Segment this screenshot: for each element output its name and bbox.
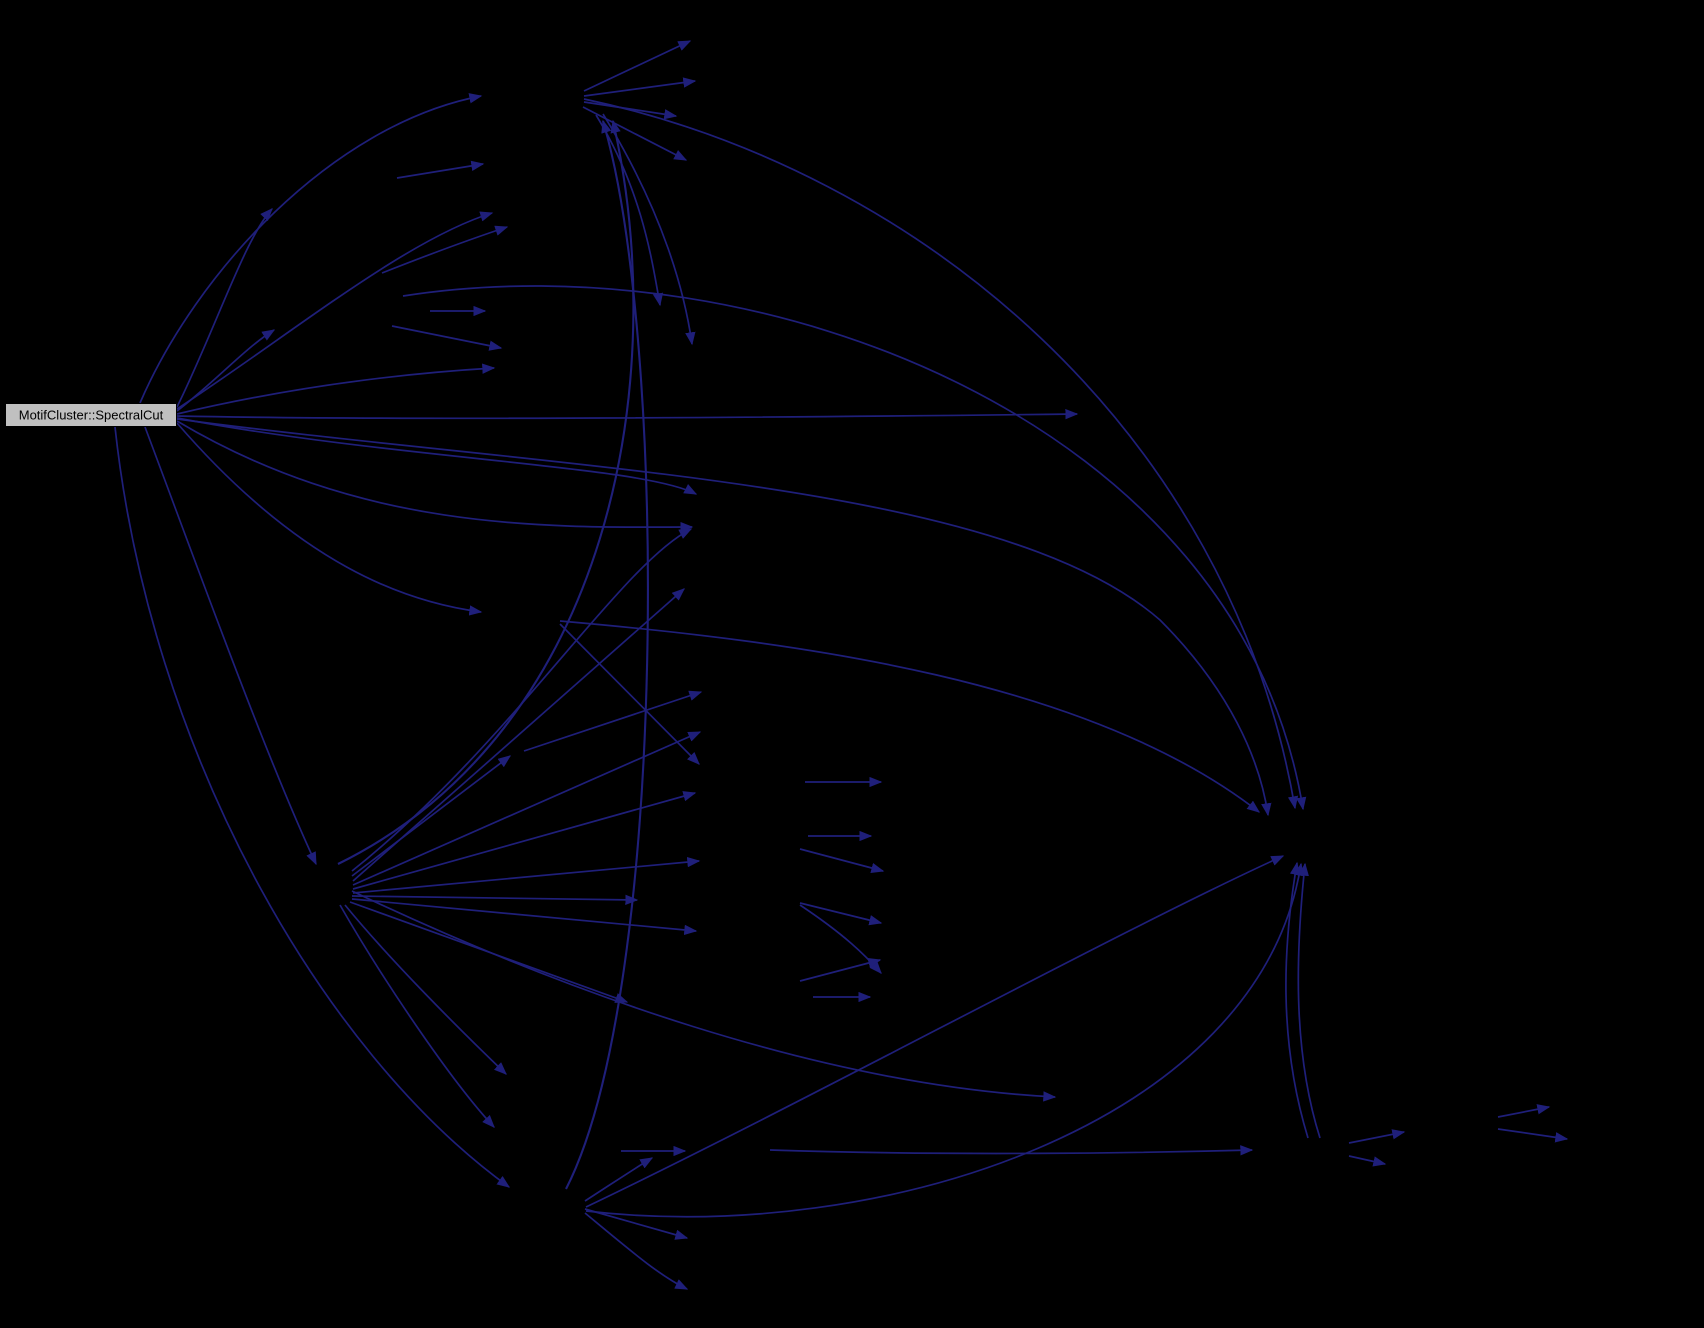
call-edge — [799, 957, 882, 982]
call-edge — [339, 904, 495, 1128]
call-edge — [176, 420, 694, 533]
call-edge — [1285, 861, 1309, 1139]
call-edge — [391, 325, 503, 351]
call-edge — [352, 588, 685, 882]
edge-layer — [114, 40, 1569, 1290]
call-edge — [602, 113, 696, 346]
call-edge — [176, 208, 273, 408]
call-edge — [351, 898, 698, 936]
call-edge — [585, 862, 1305, 1218]
call-edge — [1497, 1104, 1551, 1118]
call-edge — [565, 119, 649, 1190]
call-edge — [1297, 862, 1321, 1139]
call-edge — [582, 106, 688, 161]
call-edge — [583, 77, 697, 97]
call-edge — [1348, 1129, 1406, 1144]
call-edge — [584, 1212, 689, 1290]
call-edge — [523, 690, 703, 752]
call-edge — [559, 620, 1261, 813]
call-edge — [1497, 1128, 1569, 1143]
call-edge — [351, 755, 512, 877]
call-edge — [351, 894, 639, 906]
call-edge — [396, 160, 485, 179]
call-edge — [176, 329, 276, 412]
call-edge — [585, 855, 1285, 1208]
call-edge — [344, 904, 507, 1075]
root-node-label: MotifCluster::SpectralCut — [19, 408, 164, 423]
call-edge — [176, 417, 698, 495]
call-edge — [176, 363, 496, 415]
call-edge — [176, 422, 483, 616]
call-edge — [769, 1145, 1254, 1156]
call-edge — [559, 623, 700, 765]
call-edge — [799, 902, 883, 926]
call-edge — [176, 211, 494, 410]
call-edge — [595, 114, 664, 307]
call-edge — [139, 93, 483, 404]
call-edge — [584, 1208, 689, 1240]
call-edge — [799, 848, 885, 874]
call-edge — [381, 225, 509, 274]
call-edge — [144, 426, 317, 866]
call-edge — [583, 98, 1299, 810]
call-edge — [114, 426, 511, 1188]
call-edge — [176, 418, 1272, 817]
call-edge — [352, 856, 701, 894]
root-node-box[interactable] — [5, 403, 177, 427]
root-node[interactable]: MotifCluster::SpectralCut — [5, 403, 177, 427]
call-edge — [337, 119, 635, 865]
call-edge — [352, 731, 702, 886]
call-edge — [176, 408, 1079, 420]
call-edge — [352, 791, 697, 890]
call-edge — [583, 101, 678, 120]
call-edge — [1348, 1155, 1387, 1167]
call-edge — [402, 285, 1307, 811]
call-edge — [351, 890, 1057, 1102]
call-edge — [583, 40, 692, 92]
call-edge — [584, 1157, 654, 1202]
